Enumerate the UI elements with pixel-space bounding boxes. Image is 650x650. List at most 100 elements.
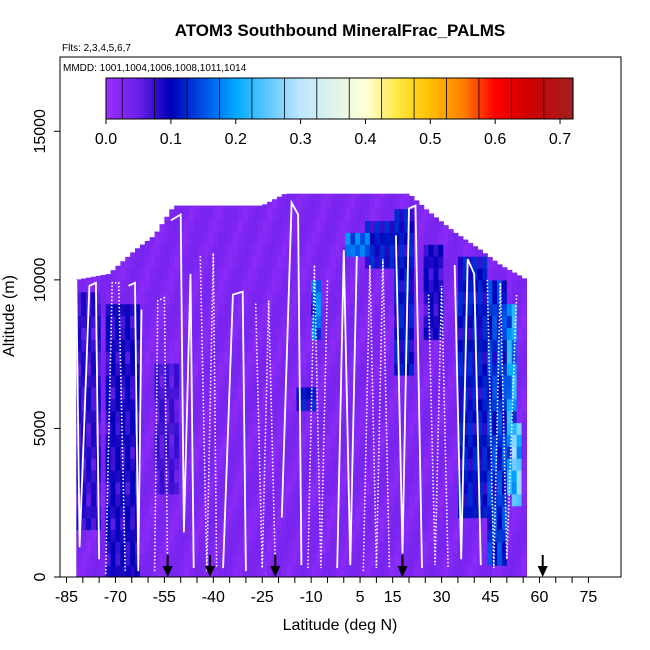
heatmap-cell xyxy=(272,410,278,424)
colorbar-segment xyxy=(403,78,408,119)
heatmap-cell xyxy=(252,208,258,222)
heatmap-cell xyxy=(198,220,205,233)
heatmap-cell xyxy=(281,363,288,376)
heatmap-cell xyxy=(291,291,298,305)
heatmap-cell xyxy=(316,315,322,328)
heatmap-cell xyxy=(453,434,459,447)
heatmap-cell xyxy=(492,553,498,566)
heatmap-cell xyxy=(90,398,97,412)
heatmap-cell xyxy=(164,279,170,293)
heatmap-cell xyxy=(487,541,493,554)
heatmap-cell xyxy=(135,422,141,435)
heatmap-cell xyxy=(325,410,332,424)
heatmap-cell xyxy=(389,363,395,376)
heatmap-cell xyxy=(330,351,337,364)
heatmap-cell xyxy=(335,193,342,198)
heatmap-cell xyxy=(247,363,254,376)
heatmap-cell xyxy=(423,209,430,222)
heatmap-cell xyxy=(506,363,513,376)
heatmap-cell xyxy=(208,481,214,495)
heatmap-cell xyxy=(159,224,165,233)
heatmap-cell xyxy=(335,458,342,471)
heatmap-cell xyxy=(276,410,283,424)
heatmap-cell xyxy=(330,374,337,388)
heatmap-cell xyxy=(174,398,180,412)
heatmap-cell xyxy=(340,193,346,198)
heatmap-cell xyxy=(267,505,273,519)
heatmap-cell xyxy=(198,279,205,293)
heatmap-cell xyxy=(227,303,234,317)
heatmap-cell xyxy=(472,434,479,447)
heatmap-cell xyxy=(115,303,121,317)
heatmap-cell xyxy=(389,374,395,388)
heatmap-cell xyxy=(296,553,302,566)
heatmap-cell xyxy=(433,351,439,364)
heatmap-cell xyxy=(90,553,97,566)
heatmap-cell xyxy=(105,446,112,459)
heatmap-cell xyxy=(428,244,435,257)
heatmap-cell xyxy=(325,244,332,257)
heatmap-cell xyxy=(86,434,92,447)
heatmap-cell xyxy=(267,553,273,566)
colorbar-segment xyxy=(324,78,329,119)
heatmap-cell xyxy=(272,446,278,459)
heatmap-cell xyxy=(81,303,87,317)
heatmap-cell xyxy=(477,493,483,507)
heatmap-cell xyxy=(183,279,190,293)
colorbar-segment xyxy=(249,78,253,119)
heatmap-cell xyxy=(276,529,283,542)
heatmap-cell xyxy=(477,249,483,257)
heatmap-cell xyxy=(276,374,283,388)
heatmap-cell xyxy=(345,565,351,577)
heatmap-cell xyxy=(100,351,107,364)
heatmap-cell xyxy=(154,256,161,269)
heatmap-cell xyxy=(120,565,126,577)
colorbar-segment xyxy=(380,78,384,119)
colorbar-segment xyxy=(146,78,151,119)
heatmap-cell xyxy=(247,291,254,305)
heatmap-cell xyxy=(364,339,371,352)
heatmap-cell xyxy=(374,256,381,269)
heatmap-cell xyxy=(438,410,444,424)
heatmap-cell xyxy=(179,529,185,542)
heatmap-cell xyxy=(257,374,263,388)
heatmap-cell xyxy=(267,541,273,554)
heatmap-cell xyxy=(183,541,190,554)
heatmap-cell xyxy=(477,446,483,459)
heatmap-cell xyxy=(320,398,327,412)
heatmap-cell xyxy=(384,446,391,459)
heatmap-cell xyxy=(301,220,307,233)
heatmap-cell xyxy=(438,386,444,400)
colorbar-segment xyxy=(272,78,276,119)
heatmap-cell xyxy=(438,327,444,340)
heatmap-cell xyxy=(257,267,263,281)
heatmap-cell xyxy=(301,386,307,400)
heatmap-cell xyxy=(252,398,258,412)
x-tick-label: -55 xyxy=(153,589,176,606)
colorbar-segment xyxy=(409,78,414,119)
heatmap-cell xyxy=(364,327,371,340)
heatmap-cell xyxy=(506,565,513,577)
heatmap-cell xyxy=(154,565,161,577)
heatmap-cell xyxy=(404,565,410,577)
heatmap-cell xyxy=(272,327,278,340)
heatmap-cell xyxy=(227,315,234,328)
heatmap-cell xyxy=(482,303,488,317)
heatmap-cell xyxy=(428,256,435,269)
heatmap-cell xyxy=(355,208,361,222)
heatmap-cell xyxy=(257,303,263,317)
heatmap-cell xyxy=(472,458,479,471)
heatmap-cell xyxy=(433,553,439,566)
heatmap-cell xyxy=(100,339,107,352)
heatmap-cell xyxy=(76,279,82,281)
heatmap-cell xyxy=(472,470,479,483)
heatmap-cell xyxy=(100,529,107,542)
heatmap-cell xyxy=(438,541,444,554)
heatmap-cell xyxy=(404,446,410,459)
heatmap-cell xyxy=(110,303,117,317)
heatmap-cell xyxy=(384,196,391,210)
heatmap-cell xyxy=(267,374,273,388)
heatmap-cell xyxy=(120,386,126,400)
heatmap-cell xyxy=(193,327,200,340)
heatmap-cell xyxy=(443,279,449,293)
